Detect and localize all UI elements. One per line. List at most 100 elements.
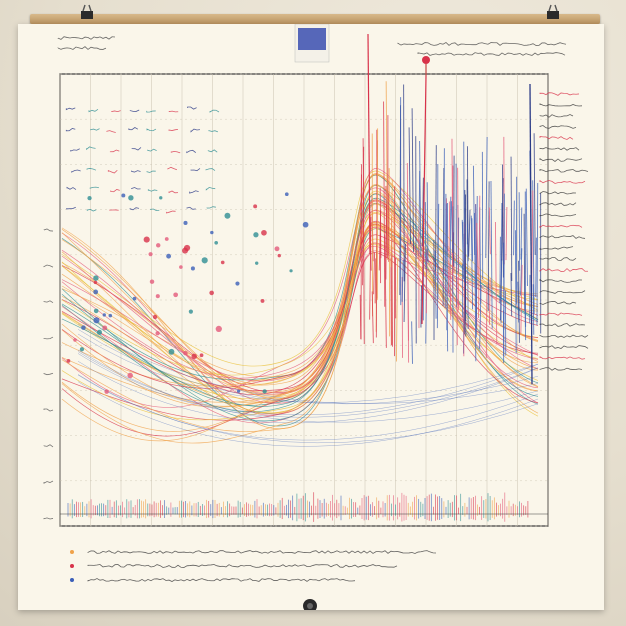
spike-stroke xyxy=(362,138,365,344)
scribble-line xyxy=(107,169,118,174)
right-spike xyxy=(529,83,533,385)
spike-stroke xyxy=(385,185,388,259)
scribble-line xyxy=(205,186,216,191)
curve-bundle xyxy=(61,168,539,447)
spike-stroke xyxy=(447,201,451,294)
scribble-line xyxy=(168,110,179,113)
scribble-line xyxy=(186,149,196,154)
scatter-dot xyxy=(183,350,188,356)
spike-stroke xyxy=(535,237,537,298)
scribble-line xyxy=(207,149,218,153)
spike-stroke xyxy=(468,209,471,257)
spike-stroke xyxy=(520,207,523,260)
scatter-dot xyxy=(255,261,259,265)
spike-stroke xyxy=(420,285,422,328)
scatter-dot xyxy=(236,389,241,393)
scribble-line xyxy=(539,224,583,229)
spike-stroke xyxy=(474,213,477,362)
scribble-line xyxy=(539,246,574,250)
scatter-dot xyxy=(104,389,109,394)
scribble-line xyxy=(539,103,583,107)
scribble-line xyxy=(57,46,107,50)
spike-stroke xyxy=(487,181,490,312)
scribble-line xyxy=(539,179,586,184)
spike-stroke xyxy=(395,259,399,362)
flow-curve xyxy=(61,199,539,392)
scribble-line xyxy=(170,150,181,154)
spike-stroke xyxy=(518,192,521,271)
scatter-dot xyxy=(173,292,179,298)
flow-curve xyxy=(77,349,539,423)
scribble-line xyxy=(539,312,583,316)
scatter-dot xyxy=(148,252,153,257)
spike-stroke xyxy=(421,177,424,247)
spike-stroke xyxy=(419,140,422,257)
spike-stroke xyxy=(435,145,437,271)
scatter-dot xyxy=(155,331,160,336)
spike-stroke xyxy=(442,168,445,306)
flow-curve xyxy=(61,194,539,413)
spike-stroke xyxy=(385,81,389,261)
scribble-line xyxy=(43,517,54,520)
scribble-line xyxy=(146,170,156,173)
spike-stroke xyxy=(371,291,374,344)
scatter-dot xyxy=(93,280,98,285)
flow-curve xyxy=(61,168,539,404)
spike-stroke xyxy=(470,215,474,310)
scribble-line xyxy=(87,550,437,554)
scribble-line xyxy=(106,130,116,133)
scribble-line xyxy=(539,136,574,140)
scribble-line xyxy=(43,300,54,304)
scribble-line xyxy=(539,345,589,349)
flow-curve xyxy=(61,174,539,404)
flow-curve xyxy=(61,227,539,404)
spike-stroke xyxy=(500,202,503,324)
scribble-line xyxy=(539,290,586,294)
spike-stroke xyxy=(485,136,488,258)
flow-curve xyxy=(61,185,539,386)
scatter-dot xyxy=(224,212,231,219)
scatter-dot xyxy=(132,296,137,301)
scribble-line xyxy=(539,114,574,118)
scribble-line xyxy=(147,148,157,152)
scatter-dot xyxy=(93,275,99,281)
pin-spike xyxy=(421,75,427,325)
scatter-dot xyxy=(93,289,99,295)
scribble-line xyxy=(131,147,142,151)
scribble-line xyxy=(90,128,100,131)
scribble-line xyxy=(166,210,176,214)
scatter-dot xyxy=(79,347,85,352)
spike-stroke xyxy=(411,321,413,364)
flow-curve xyxy=(61,173,539,400)
spike-stroke xyxy=(411,108,414,252)
pin-marker-icon xyxy=(422,56,430,76)
spike-stroke xyxy=(461,219,464,267)
spike-stroke xyxy=(374,258,377,304)
scribble-line xyxy=(539,125,577,129)
spike-stroke xyxy=(476,223,479,276)
scribble-line xyxy=(43,408,54,412)
scatter-dot xyxy=(215,325,222,333)
scribble-line xyxy=(129,109,140,112)
scribble-line xyxy=(539,301,577,305)
scatter-dot xyxy=(81,325,86,330)
spike-stroke xyxy=(373,252,376,295)
scribble-line xyxy=(43,444,54,448)
scatter-dot xyxy=(168,348,175,355)
scribble-line xyxy=(147,189,158,192)
scribble-line xyxy=(539,334,589,338)
flow-curve xyxy=(61,213,539,403)
scribble-line xyxy=(168,190,179,194)
scatter-dot xyxy=(73,338,77,342)
scribble-line xyxy=(86,146,96,151)
flow-curve xyxy=(77,323,539,404)
scatter-dot xyxy=(191,353,197,360)
flow-curve xyxy=(77,333,539,403)
scribble-line xyxy=(539,92,580,96)
scribble-line xyxy=(65,107,76,111)
bottom-signal-strip xyxy=(60,492,548,522)
scatter-dot xyxy=(149,279,155,284)
spike-stroke xyxy=(471,218,474,262)
scribble-line xyxy=(539,367,583,371)
chart-paper-sheet xyxy=(18,24,604,610)
